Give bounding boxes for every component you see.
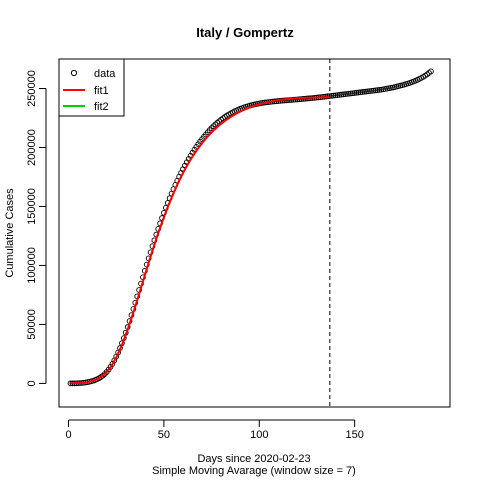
data-point (336, 92, 343, 98)
chart-title: Italy / Gompertz (196, 25, 294, 40)
x-tick-label: 150 (345, 429, 363, 441)
data-point (208, 125, 215, 131)
x-axis-label: Days since 2020-02-23 (197, 453, 310, 465)
data-point (338, 91, 345, 98)
legend-label-fit2: fit2 (94, 101, 109, 113)
data-point (342, 91, 348, 98)
data-point (363, 88, 369, 95)
data-point (294, 96, 301, 103)
y-tick-label: 50000 (26, 309, 38, 340)
data-point (361, 88, 368, 95)
data-point (346, 90, 352, 97)
data-point (334, 92, 341, 98)
x-tick-label: 0 (65, 429, 71, 441)
y-tick-label: 150000 (26, 188, 38, 225)
data-point (347, 90, 354, 97)
legend-marker-data (70, 69, 78, 77)
data-point (328, 92, 335, 99)
data-point (374, 87, 381, 93)
data-point (368, 88, 375, 94)
data-point (330, 92, 337, 99)
y-tick-label: 0 (26, 380, 38, 386)
data-point (349, 90, 356, 97)
y-tick-label: 250000 (26, 70, 38, 107)
data-point (357, 89, 364, 96)
x-tick-label: 100 (250, 429, 268, 441)
legend-label-fit1: fit1 (94, 85, 109, 97)
x-axis-sublabel: Simple Moving Avarage (window size = 7) (152, 465, 356, 477)
data-point (340, 91, 347, 98)
data-point (326, 93, 333, 99)
plot-box (58, 58, 451, 408)
legend: data fit1 fit2 (58, 58, 125, 117)
y-tick-label: 100000 (26, 247, 38, 284)
data-point (355, 89, 362, 96)
data-point (370, 87, 377, 94)
x-tick-label: 50 (158, 429, 170, 441)
data-point (367, 88, 373, 94)
fit1-line (70, 96, 330, 385)
data-point (372, 87, 379, 94)
data-point (351, 90, 358, 96)
data-point (365, 88, 371, 95)
legend-label-data: data (94, 68, 116, 80)
data-point (428, 68, 434, 75)
data-point (376, 87, 383, 93)
data-point (359, 89, 366, 95)
y-tick-label: 200000 (26, 129, 38, 166)
axes-layer: 0 50 100 150 0 50000 100000 150000 200000 250000 (26, 70, 364, 441)
data-point (332, 92, 339, 99)
data-point (288, 97, 295, 103)
data-layer (67, 59, 434, 407)
y-axis-label: Cumulative Cases (4, 188, 16, 278)
data-point (344, 91, 350, 97)
data-point (353, 89, 360, 96)
